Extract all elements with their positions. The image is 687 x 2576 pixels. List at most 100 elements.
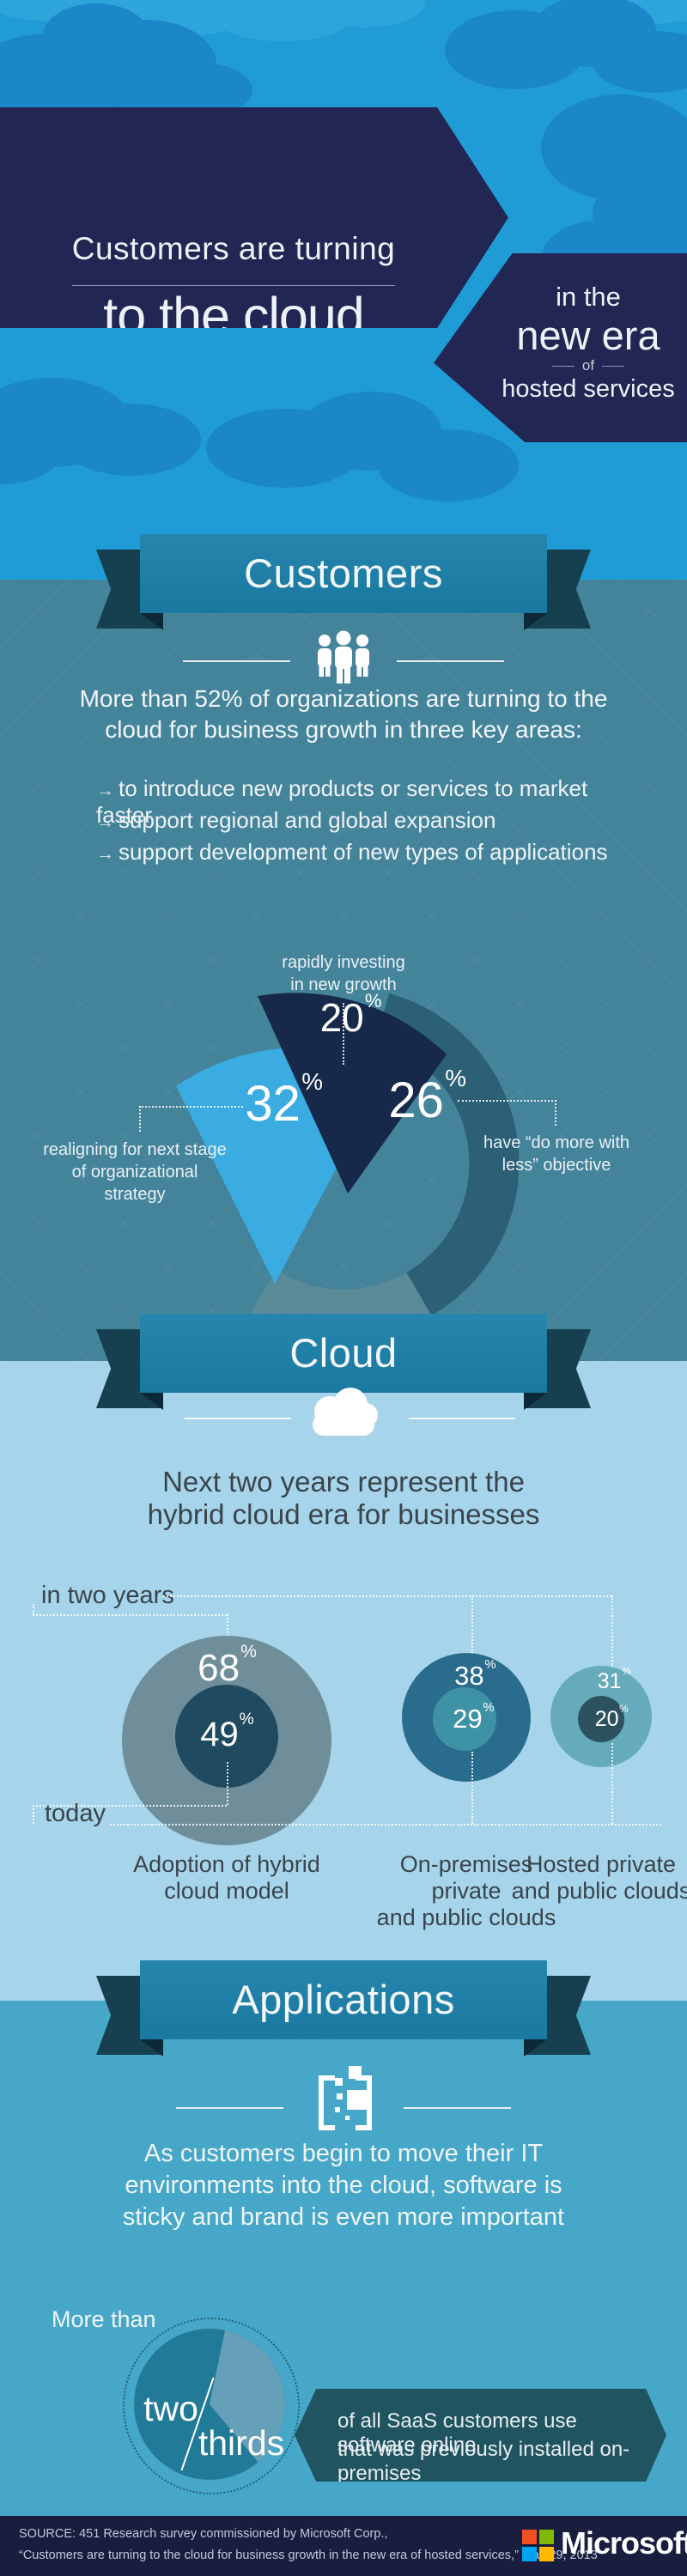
applications-icon <box>319 2066 372 2130</box>
saas-stat-line2: that was previously installed on-premise… <box>337 2438 630 2485</box>
saas-stat-line1: of all SaaS customers use software onlin… <box>337 2409 577 2457</box>
microsoft-logo-square-green <box>539 2530 554 2544</box>
future-line-v2 <box>471 1595 473 1654</box>
people-icon <box>318 630 369 683</box>
today-line-h1 <box>33 1805 227 1807</box>
pie-connector-realign-h <box>139 1106 243 1108</box>
two-thirds-minority-slice <box>210 2330 285 2463</box>
hero-title-banner: Customers are turning to the cloud for b… <box>0 107 508 328</box>
bullet-text: support regional and global expansion <box>119 807 496 833</box>
customers-icon-line-right <box>397 660 504 662</box>
customers-intro-line1: More than 52% of organizations are turni… <box>79 685 608 712</box>
dash-right <box>602 365 625 367</box>
pie-value-20: 20% <box>319 989 382 1040</box>
footer-source-line2: “Customers are turning to the cloud for … <box>19 2549 598 2562</box>
today-line-h2 <box>110 1824 661 1826</box>
bullet-text: support development of new types of appl… <box>119 839 608 865</box>
cloud-icon <box>313 1388 378 1436</box>
future-line-vl <box>33 1604 34 1614</box>
today-line-v3 <box>611 1743 613 1824</box>
saas-stat-banner: of all SaaS customers use software onlin… <box>295 2389 666 2482</box>
tag-line3: hosted services <box>502 375 675 403</box>
bullet-arrow-icon: → <box>96 844 114 864</box>
customers-bullet-1: → to introduce new products or services t… <box>96 775 629 829</box>
bubble2-inner <box>433 1687 496 1751</box>
tag-line1: in the <box>556 282 621 312</box>
two-thirds-pie <box>134 2329 285 2480</box>
bullet-text: to introduce new products or services to… <box>96 775 588 828</box>
customers-icon-line-left <box>183 660 290 662</box>
today-line-vl <box>33 1805 34 1824</box>
label-today: today <box>45 1800 106 1827</box>
label-in-two-years: in two years <box>41 1582 174 1609</box>
two-thirds-dotted-ring <box>123 2318 300 2494</box>
pie-connector-realign-v <box>139 1106 141 1132</box>
tag-connector: of <box>581 357 595 374</box>
today-line-v2 <box>471 1752 473 1824</box>
future-line-v3 <box>611 1595 613 1668</box>
pie-connector-less-v <box>555 1100 556 1126</box>
bubble3-category-label: Hosted private and public clouds <box>511 1851 687 1904</box>
applications-body-line1: As customers begin to move their IT <box>143 2140 544 2167</box>
bullet-arrow-icon: → <box>96 812 114 832</box>
footer-source-line1: SOURCE: 451 Research survey commissioned… <box>19 2527 388 2541</box>
pie-label-less: have “do more with less” objective <box>483 1133 630 1175</box>
cloud-body-line1: Next two years represent the <box>162 1466 525 1498</box>
fraction-numerator: two <box>143 2389 198 2428</box>
pie-connector-growth <box>343 1003 344 1065</box>
stat-prefix: More than <box>52 2306 156 2332</box>
cloud-body-line2: hybrid cloud era for businesses <box>147 1498 540 1530</box>
hybrid-adoption-bubbles <box>122 1636 652 1845</box>
bubble2-future-value: 38% <box>454 1657 496 1692</box>
customers-bullet-2: → support regional and global expansion <box>96 807 629 834</box>
fraction-denominator: thirds <box>198 2423 285 2463</box>
pie-value-26: 26% <box>388 1065 467 1128</box>
microsoft-logo-wordmark: Microsoft <box>561 2525 687 2561</box>
applications-ribbon: Applications <box>140 1960 547 2039</box>
hero-divider-top <box>72 285 395 286</box>
bubble3-today-value: 20% <box>594 1703 629 1731</box>
bubble2-category-label: On-premises private and public clouds <box>376 1851 556 1930</box>
tag-line2: new era <box>516 313 660 358</box>
pie-connector-less-h <box>458 1100 556 1102</box>
applications-body-line3: sticky and brand is even more important <box>122 2203 565 2231</box>
cloud-icon-line-left <box>185 1418 291 1419</box>
dash-left <box>551 365 575 367</box>
cloud-ribbon: Cloud <box>140 1314 547 1393</box>
microsoft-logo-square-yellow <box>539 2547 554 2561</box>
tag-connector-row: of <box>498 357 678 374</box>
applications-icon-line-right <box>404 2107 511 2109</box>
customers-bullet-3: → support development of new types of app… <box>96 839 629 866</box>
pie-value-32: 32% <box>245 1068 324 1132</box>
pie-label-realign: realigning for next stage of organizatio… <box>43 1140 227 1204</box>
today-line-v1 <box>227 1762 228 1805</box>
pie-slice-20-wedge <box>258 993 447 1194</box>
applications-icon-line-left <box>176 2107 283 2109</box>
customers-section-background <box>0 580 687 1361</box>
bubble3-future-value: 31% <box>597 1665 631 1693</box>
bubble3-inner <box>578 1696 624 1742</box>
pie-label-growth: rapidly investing in new growth <box>282 953 405 994</box>
future-line-h2 <box>33 1614 227 1616</box>
bubble1-inner <box>175 1685 278 1788</box>
microsoft-logo-square-red <box>522 2530 537 2544</box>
applications-body-line2: environments into the cloud, software is <box>125 2172 562 2199</box>
future-line-v1 <box>227 1614 228 1637</box>
pie-slice-26-arc <box>375 993 520 1316</box>
bullet-arrow-icon: → <box>96 781 114 800</box>
hero-title-line2: to the cloud <box>103 287 364 345</box>
pie-ring-light-arc <box>250 1270 432 1340</box>
hero-clouds-decoration <box>0 0 687 501</box>
customers-intro-line2: cloud for business growth in three key a… <box>105 716 582 743</box>
customers-ribbon: Customers <box>140 534 547 613</box>
future-line-h <box>163 1595 611 1597</box>
footer-bar <box>0 2516 687 2576</box>
bubble1-today-value: 49% <box>200 1710 254 1753</box>
bubble2-today-value: 29% <box>453 1700 495 1735</box>
bubble1-category-label: Adoption of hybrid cloud model <box>133 1851 320 1904</box>
microsoft-logo-square-blue <box>522 2547 537 2561</box>
bubble1-future-value: 68% <box>198 1641 257 1689</box>
cloud-icon-line-right <box>409 1418 515 1419</box>
hero-title-line1: Customers are turning <box>71 231 396 266</box>
